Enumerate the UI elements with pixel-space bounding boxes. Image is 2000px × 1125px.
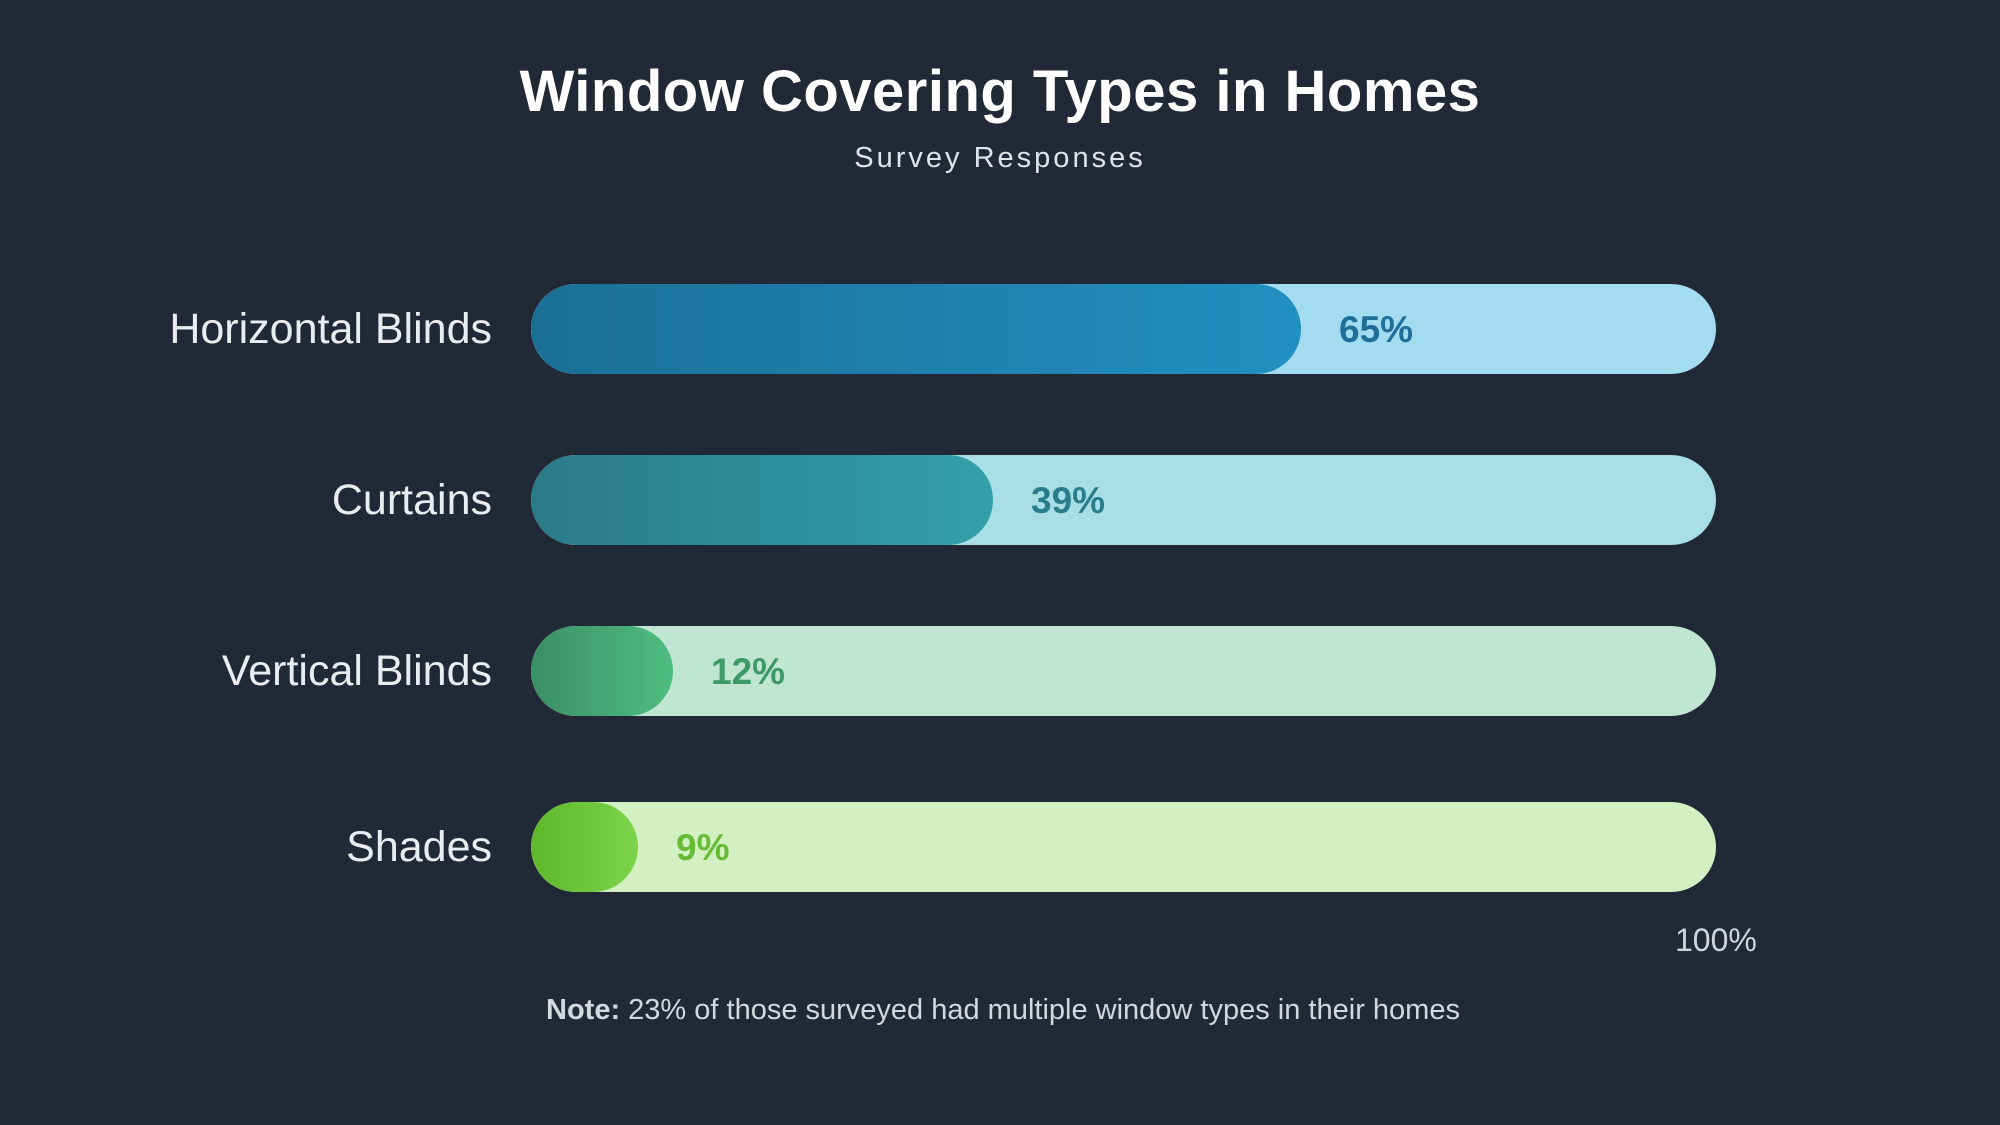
note-prefix: Note: [546, 994, 621, 1026]
chart-title: Window Covering Types in Homes [519, 59, 1481, 124]
bar-row-shades: Shades 9% [0, 802, 2000, 892]
note-text: 23% of those surveyed had multiple windo… [620, 994, 1460, 1026]
chart-subtitle: Survey Responses [854, 142, 1146, 174]
bar-fill [531, 802, 638, 892]
bar-row-vertical-blinds: Vertical Blinds 12% [0, 626, 2000, 716]
value-label: 39% [1031, 480, 1106, 521]
value-label: 65% [1339, 309, 1414, 350]
bar-track [531, 455, 1716, 545]
bar-fill [531, 284, 1301, 374]
footnote: Note: 23% of those surveyed had multiple… [546, 994, 1460, 1027]
bar-track [531, 626, 1716, 716]
bar-fill [531, 626, 673, 716]
value-label: 9% [676, 827, 730, 868]
category-label: Horizontal Blinds [169, 305, 492, 353]
category-label: Shades [346, 823, 492, 871]
category-label: Vertical Blinds [221, 647, 492, 695]
bar-track [531, 802, 1716, 892]
category-label: Curtains [331, 476, 492, 524]
bar-row-horizontal-blinds: Horizontal Blinds 65% [0, 284, 2000, 374]
value-label: 12% [711, 651, 786, 692]
bar-track [531, 284, 1716, 374]
axis-max-label: 100% [1675, 922, 1757, 958]
bar-fill [531, 455, 993, 545]
bar-row-curtains: Curtains 39% [0, 455, 2000, 545]
